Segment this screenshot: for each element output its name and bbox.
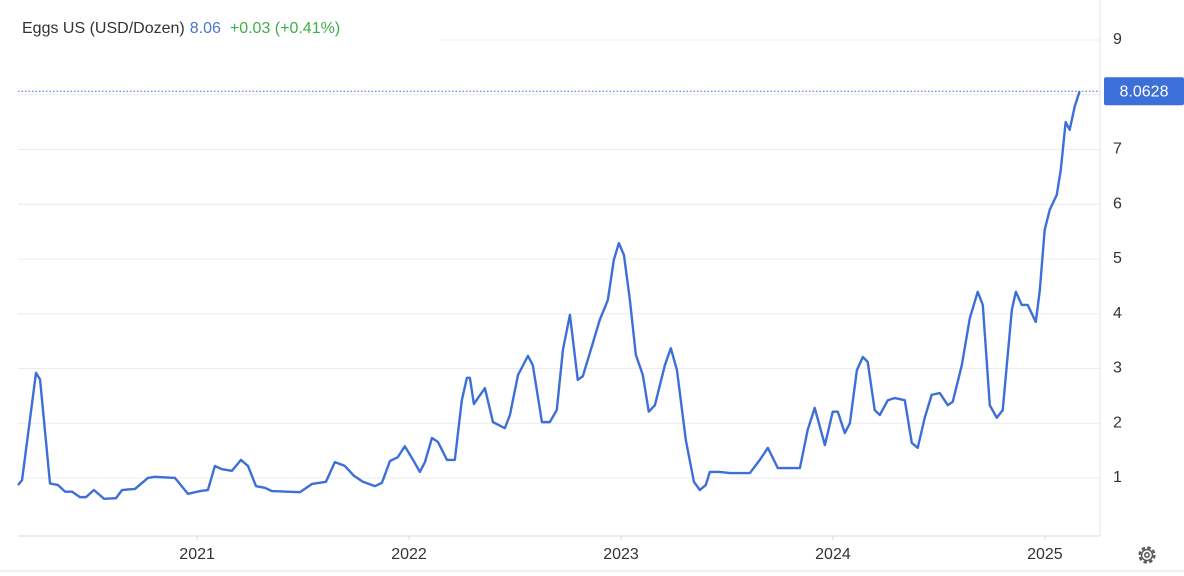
y-tick-label: 1: [1113, 469, 1122, 486]
y-tick-label: 4: [1113, 305, 1122, 322]
y-tick-label: 5: [1113, 250, 1122, 267]
x-tick-label: 2021: [179, 546, 215, 563]
last-value-label: 8.0628: [1120, 83, 1169, 100]
header-bg: [14, 12, 440, 46]
settings-icon[interactable]: [1138, 546, 1156, 564]
last-value-tag: [1104, 77, 1184, 106]
x-tick-label: 2024: [815, 546, 851, 563]
header-change: +0.03 (+0.41%): [230, 20, 340, 37]
x-tick-label: 2025: [1027, 546, 1063, 563]
y-tick-label: 7: [1113, 141, 1122, 158]
gear-hub: [1144, 552, 1150, 558]
y-tick-label: 6: [1113, 195, 1122, 212]
gear-teeth: [1138, 546, 1156, 564]
x-tick-label: 2022: [391, 546, 427, 563]
price-line: [17, 90, 1081, 500]
y-tick-label: 9: [1113, 31, 1122, 48]
y-tick-label: 2: [1113, 414, 1122, 431]
header-price: 8.06: [190, 20, 221, 37]
gear-ring: [1140, 548, 1154, 562]
chart-title: Eggs US (USD/Dozen): [22, 20, 185, 37]
x-tick-label: 2023: [603, 546, 639, 563]
y-tick-label: 3: [1113, 360, 1122, 377]
